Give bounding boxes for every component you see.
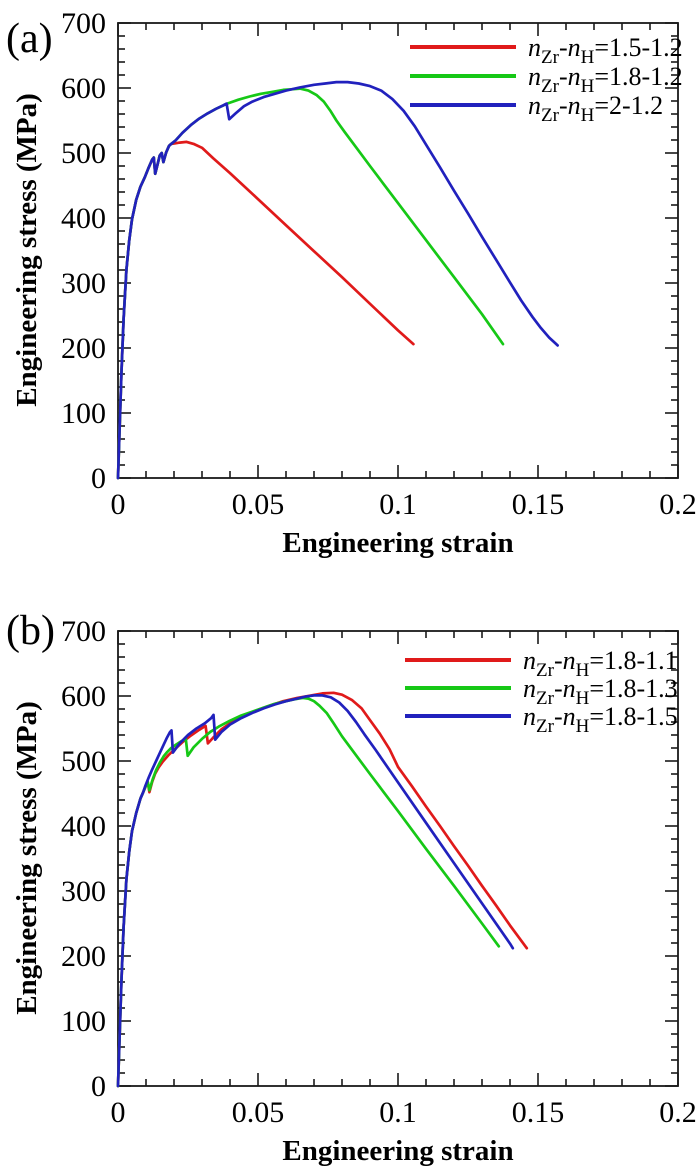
x-tick-label: 0 [111,1096,126,1129]
legend: nZr-nH=1.8-1.1 nZr-nH=1.8-1.3 nZr-nH=1.8… [405,646,678,737]
x-tick-labels: 0 0.05 0.1 0.15 0.2 [111,1096,697,1129]
curve-nzr1.8-nh1.1 [116,691,529,1088]
y-tick-label: 300 [61,875,106,908]
curve-nzr1.8-nh1.5 [116,694,515,1088]
chart-panel-a: 0 0.05 0.1 0.15 0.2 0 100 200 300 400 500 600 700 (… [6,7,697,559]
legend-item: nZr-nH=1.8-1.1 [405,646,678,681]
y-tick-label: 600 [61,72,106,105]
legend-item: nZr-nH=1.8-1.2 [410,62,683,97]
axis-ticks [117,22,679,479]
x-tick-label: 0.05 [232,1096,285,1129]
y-axis-title: Engineering stress (MPa) [11,701,43,1015]
y-tick-label: 0 [91,1070,106,1103]
legend-item: nZr-nH=1.5-1.2 [410,33,683,68]
x-axis-title: Engineering strain [282,527,513,559]
curve-nzr1.5-nh1.2 [116,140,415,480]
curve-nzr1.8-nh1.2 [116,87,505,480]
panel-tag-b: (b) [6,608,55,654]
x-tick-labels: 0 0.05 0.1 0.15 0.2 [111,488,697,521]
y-tick-label: 300 [61,267,106,300]
curves [116,691,529,1088]
x-tick-label: 0.2 [659,1096,697,1129]
legend: nZr-nH=1.5-1.2 nZr-nH=1.8-1.2 nZr-nH=2-1… [410,33,683,126]
y-tick-label: 700 [61,615,106,648]
y-tick-label: 100 [61,397,106,430]
legend-item: nZr-nH=1.8-1.5 [405,702,678,737]
y-axis-title: Engineering stress (MPa) [11,93,43,407]
legend-label: nZr-nH=1.8-1.1 [523,646,678,681]
y-tick-label: 500 [61,745,106,778]
x-tick-label: 0.05 [232,488,285,521]
x-tick-label: 0.15 [512,488,565,521]
legend-item: nZr-nH=1.8-1.3 [405,674,678,709]
x-tick-label: 0.1 [379,488,417,521]
y-tick-label: 400 [61,202,106,235]
x-tick-label: 0.1 [379,1096,417,1129]
y-tick-labels: 0 100 200 300 400 500 600 700 [61,615,106,1103]
curve-nzr1.8-nh1.3 [116,696,501,1088]
y-tick-label: 700 [61,7,106,40]
legend-label: nZr-nH=1.8-1.2 [528,62,683,97]
legend-item: nZr-nH=2-1.2 [410,91,663,126]
y-tick-labels: 0 100 200 300 400 500 600 700 [61,7,106,495]
y-tick-label: 500 [61,137,106,170]
x-axis-title: Engineering strain [282,1135,513,1167]
curve-nzr2-nh1.2 [116,80,559,480]
y-tick-label: 200 [61,940,106,973]
panel-tag-a: (a) [6,16,53,62]
legend-label: nZr-nH=1.5-1.2 [528,33,683,68]
axis-ticks [117,630,679,1087]
y-tick-label: 200 [61,332,106,365]
chart-panel-b: 0 0.05 0.1 0.15 0.2 0 100 200 300 400 500 600 700 (… [6,608,697,1167]
y-tick-label: 100 [61,1005,106,1038]
legend-label: nZr-nH=1.8-1.3 [523,674,678,709]
legend-label: nZr-nH=1.8-1.5 [523,702,678,737]
curves [116,80,559,480]
x-tick-label: 0.2 [659,488,697,521]
y-tick-label: 600 [61,680,106,713]
y-tick-label: 400 [61,810,106,843]
x-tick-label: 0 [111,488,126,521]
legend-label: nZr-nH=2-1.2 [528,91,663,126]
y-tick-label: 0 [91,462,106,495]
x-tick-label: 0.15 [512,1096,565,1129]
